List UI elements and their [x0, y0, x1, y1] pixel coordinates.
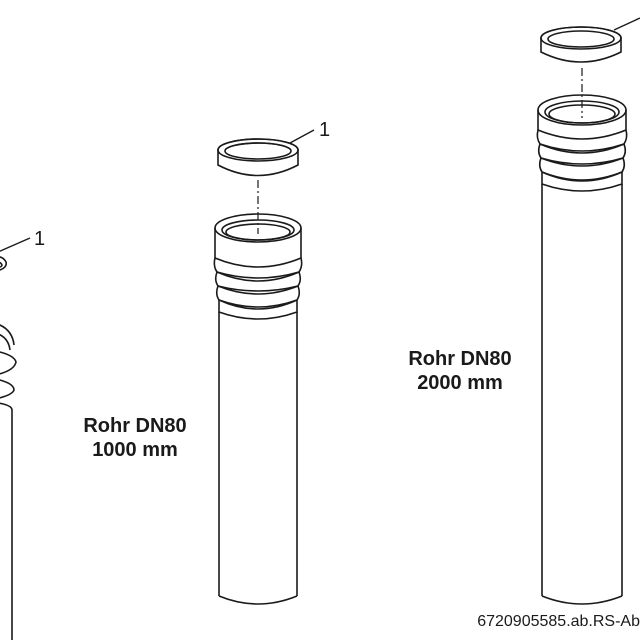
label-pipe-2000-length: 2000 mm: [417, 372, 503, 394]
seal-callout-partial: 1: [34, 228, 45, 250]
seal-ring-2000: [540, 26, 622, 63]
label-pipe-1000-name: Rohr DN80: [83, 415, 187, 437]
pipe-partial: [0, 237, 31, 640]
pipe-body-2000: [536, 94, 628, 605]
seal-ring-1000: [217, 138, 299, 177]
pipe-body-1000: [213, 213, 303, 605]
pipe-2000mm: [536, 17, 640, 605]
label-pipe-1000-length: 1000 mm: [92, 439, 178, 461]
drawing-code: 6720905585.ab.RS-Ab: [477, 613, 640, 630]
pipe-1000mm: [213, 129, 315, 605]
seal-callout-1000: 1: [319, 119, 330, 141]
label-pipe-1000: Rohr DN80 1000 mm: [70, 414, 200, 462]
label-pipe-2000: Rohr DN80 2000 mm: [395, 347, 525, 395]
label-pipe-2000-name: Rohr DN80: [408, 348, 512, 370]
